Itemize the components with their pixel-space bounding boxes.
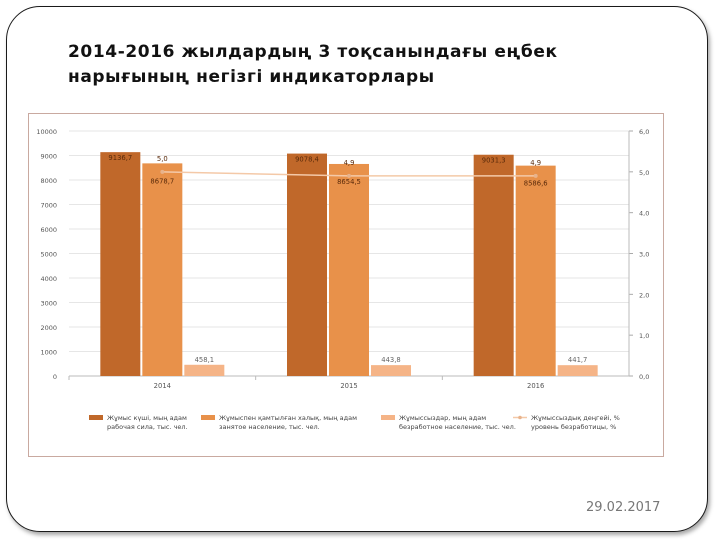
legend-label: Жұмыс күші, мың адам [107,414,187,422]
y-right-tick-label: 2,0 [639,291,649,299]
legend-label: Жұмыссыздық деңгейі, % [531,414,620,422]
bar-data-label: 443,8 [381,356,400,364]
y-right-tick-label: 4,0 [639,210,649,218]
bar-data-label: 8586,6 [524,180,548,188]
bar-series3-2015 [371,365,411,376]
bar-series2-2015 [329,163,369,376]
bar-data-label: 8678,7 [150,177,174,185]
bar-series3-2016 [557,365,598,376]
line-data-label: 5,0 [157,155,168,163]
legend-label-ru: безработное население, тыс. чел. [399,423,516,431]
y-left-tick-label: 2000 [40,324,57,332]
y-right-tick-label: 5,0 [639,169,649,177]
bar-series1-2014 [100,152,141,376]
legend-label-ru: уровень безработицы, % [531,423,616,431]
legend-swatch [381,415,395,420]
bar-data-label: 9078,4 [295,156,319,164]
legend-label-ru: занятое население, тыс. чел. [219,423,320,431]
y-left-tick-label: 0 [53,373,57,381]
y-right-tick-label: 1,0 [639,332,649,340]
unemployment-rate-point-2016 [533,173,538,178]
slide-date: 29.02.2017 [586,500,661,515]
slide-title: 2014-2016 жылдардың 3 тоқсанындағы еңбек… [68,42,558,87]
y-left-tick-label: 4000 [40,275,57,283]
unemployment-rate-point-2015 [347,173,351,178]
legend-label: Жұмыссыздар, мың адам [399,414,486,422]
y-left-tick-label: 3000 [40,300,57,308]
bar-series1-2016 [473,154,514,376]
y-left-tick-label: 8000 [40,177,57,185]
legend-label-ru: рабочая сила, тыс. чел. [107,423,188,431]
x-tick-label: 2014 [154,382,171,390]
x-tick-label: 2015 [340,382,357,390]
bar-data-label: 458,1 [195,356,214,364]
legend-swatch [89,415,103,420]
y-left-tick-label: 6000 [40,226,57,234]
bar-data-label: 8654,5 [337,178,361,186]
y-left-tick-label: 1000 [40,349,57,357]
chart-container: 0 1000 2000 3000 4000 5000 6000 7000 8000 9000 100… [28,113,664,457]
y-right-tick-label: 0,0 [639,373,649,381]
y-left-tick-label: 10000 [36,128,57,136]
y-right-tick-label: 3,0 [639,251,649,259]
unemployment-rate-point-2014 [160,169,165,174]
labour-market-chart: 0 1000 2000 3000 4000 5000 6000 7000 8000 9000 100… [36,128,649,431]
x-tick-label: 2016 [527,382,544,390]
line-data-label: 4,9 [530,159,541,167]
legend-swatch [201,415,215,420]
y-left-tick-label: 7000 [40,202,57,210]
bar-series3-2014 [184,364,225,376]
line-data-label: 4,9 [344,159,355,167]
bar-data-label: 9031,3 [482,157,506,165]
bar-data-label: 441,7 [568,356,587,364]
legend-label: Жұмыспен қамтылған халық, мың адам [219,414,357,422]
bar-data-label: 9136,7 [108,154,132,162]
legend-swatch-marker [518,415,522,420]
y-left-tick-label: 5000 [40,251,57,259]
bar-series2-2016 [515,165,556,376]
y-left-tick-label: 9000 [40,153,57,161]
y-right-tick-label: 6,0 [639,128,649,136]
bar-series2-2014 [142,163,183,376]
bar-series1-2015 [287,153,327,376]
